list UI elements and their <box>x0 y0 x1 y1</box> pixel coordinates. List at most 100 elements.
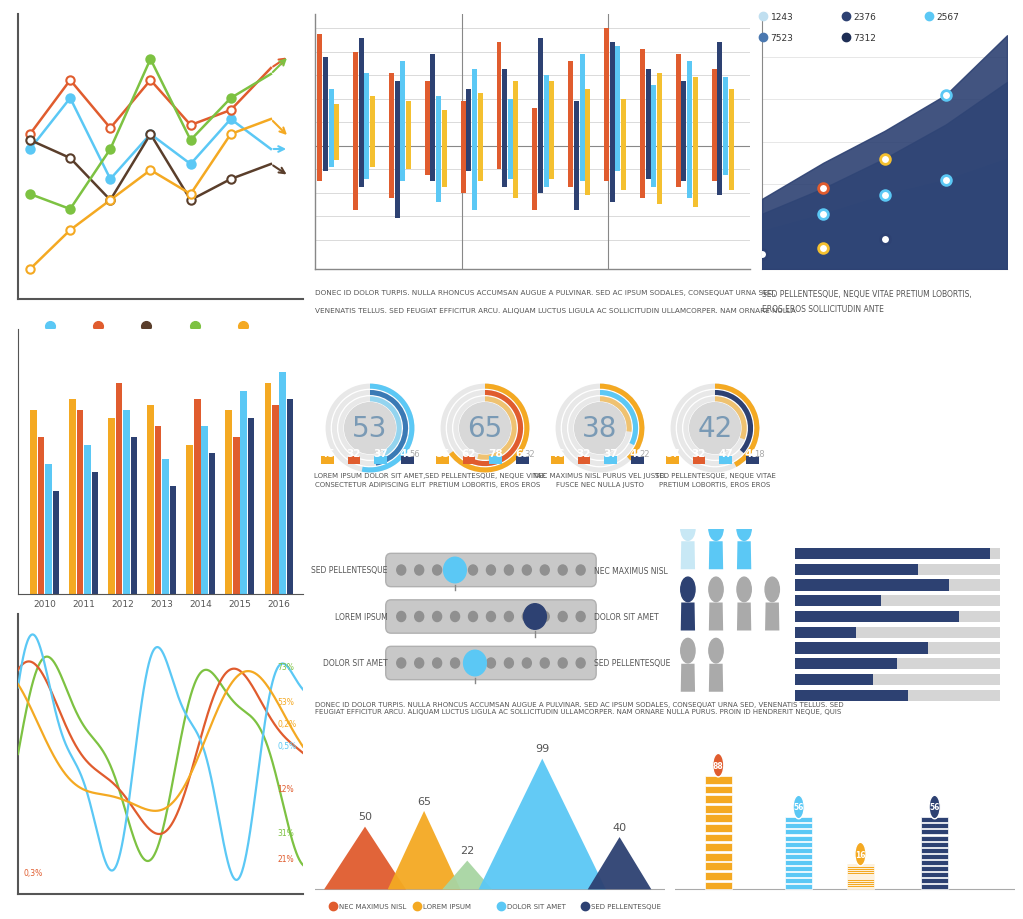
Wedge shape <box>362 384 414 473</box>
Text: DOLOR SIT AMET: DOLOR SIT AMET <box>323 659 388 668</box>
Bar <box>652 85 656 146</box>
Bar <box>723 78 728 146</box>
Bar <box>359 39 364 146</box>
Bar <box>785 848 812 853</box>
Bar <box>785 830 812 834</box>
Text: SAMPLE TEXT: SAMPLE TEXT <box>174 345 216 349</box>
Bar <box>233 437 239 595</box>
Text: DONEC ID DOLOR TURPIS. NULLA RHONCUS ACCUMSAN AUGUE A PULVINAR. SED AC IPSUM SOD: DONEC ID DOLOR TURPIS. NULLA RHONCUS ACC… <box>315 289 775 295</box>
Bar <box>847 875 874 877</box>
FancyBboxPatch shape <box>693 457 705 464</box>
Bar <box>795 627 999 638</box>
Text: LOREM IPSUM: LOREM IPSUM <box>422 903 471 910</box>
Bar <box>163 460 169 595</box>
Bar <box>705 786 731 794</box>
Bar <box>921 817 948 823</box>
Bar <box>795 627 856 638</box>
Bar <box>209 454 216 595</box>
Bar <box>507 99 513 146</box>
Bar <box>225 411 232 595</box>
Bar <box>795 596 881 607</box>
Circle shape <box>433 565 442 575</box>
Bar <box>795 564 918 575</box>
Text: 73%: 73% <box>277 663 295 671</box>
Wedge shape <box>449 384 530 473</box>
Circle shape <box>504 658 514 668</box>
Bar <box>84 446 91 595</box>
Bar <box>478 146 483 182</box>
Bar <box>847 872 874 874</box>
Text: 56: 56 <box>409 450 419 459</box>
Bar <box>442 146 447 187</box>
Bar <box>795 642 999 654</box>
Bar <box>543 146 548 187</box>
FancyBboxPatch shape <box>374 457 387 464</box>
Bar <box>406 102 411 146</box>
Bar <box>795 642 928 654</box>
Bar <box>785 823 812 828</box>
Circle shape <box>680 639 695 664</box>
Bar <box>785 872 812 878</box>
Bar <box>323 59 327 146</box>
Bar <box>431 146 436 182</box>
Circle shape <box>713 754 724 777</box>
Bar <box>646 146 651 179</box>
Text: 65: 65 <box>515 449 530 459</box>
Bar <box>170 486 176 595</box>
Circle shape <box>793 795 804 819</box>
Bar <box>154 427 162 595</box>
FancyBboxPatch shape <box>719 457 731 464</box>
Bar <box>496 146 501 170</box>
Text: 46: 46 <box>550 449 565 459</box>
Circle shape <box>463 651 486 676</box>
Bar <box>549 82 554 146</box>
Bar <box>466 90 472 146</box>
Bar <box>921 860 948 865</box>
Text: 2567: 2567 <box>936 13 959 22</box>
Bar <box>317 146 322 182</box>
Text: DONEC ID DOLOR TURPIS. NULLA RHONCUS ACCUMSAN AUGUE A PULVINAR. SED AC IPSUM SOD: DONEC ID DOLOR TURPIS. NULLA RHONCUS ACC… <box>315 701 844 715</box>
Bar <box>847 885 874 887</box>
Text: 32: 32 <box>692 449 706 459</box>
Bar <box>795 611 959 622</box>
Text: 31%: 31% <box>277 828 294 837</box>
Bar <box>723 146 728 176</box>
Bar <box>646 70 651 146</box>
Bar <box>921 823 948 828</box>
Wedge shape <box>555 384 644 473</box>
Bar <box>460 146 465 193</box>
Bar <box>31 411 37 595</box>
FancyBboxPatch shape <box>386 554 596 587</box>
Polygon shape <box>765 603 780 630</box>
Wedge shape <box>568 397 632 460</box>
Bar <box>538 146 543 193</box>
Bar <box>460 102 465 146</box>
Wedge shape <box>463 391 523 467</box>
Text: 88: 88 <box>713 761 723 770</box>
Text: VENENATIS TELLUS. SED FEUGIAT EFFICITUR ARCU. ALIQUAM LUCTUS LIGULA AC SOLLICITU: VENENATIS TELLUS. SED FEUGIAT EFFICITUR … <box>315 308 796 313</box>
Bar <box>472 146 477 211</box>
Bar <box>795 580 999 591</box>
Circle shape <box>559 658 567 668</box>
Circle shape <box>576 612 585 622</box>
Bar <box>847 870 874 872</box>
Text: SED PELLENTESQUE, NEQUE VITAE
PRETIUM LOBORTIS, EROS EROS: SED PELLENTESQUE, NEQUE VITAE PRETIUM LO… <box>425 473 545 487</box>
Bar <box>466 146 472 172</box>
Circle shape <box>690 403 741 454</box>
FancyBboxPatch shape <box>578 457 590 464</box>
Bar <box>785 854 812 859</box>
Circle shape <box>576 658 585 668</box>
Bar <box>712 146 717 182</box>
Bar <box>272 405 278 595</box>
Circle shape <box>345 403 395 454</box>
Circle shape <box>709 516 723 540</box>
Circle shape <box>523 565 531 575</box>
Bar <box>279 373 286 595</box>
Polygon shape <box>737 541 751 570</box>
Text: 22: 22 <box>460 845 475 856</box>
Bar <box>795 564 999 575</box>
Bar <box>705 834 731 842</box>
Text: 16: 16 <box>855 850 865 858</box>
Text: EROS EROS SOLLICITUDIN ANTE: EROS EROS SOLLICITUDIN ANTE <box>762 305 884 314</box>
Text: 99: 99 <box>535 743 549 754</box>
